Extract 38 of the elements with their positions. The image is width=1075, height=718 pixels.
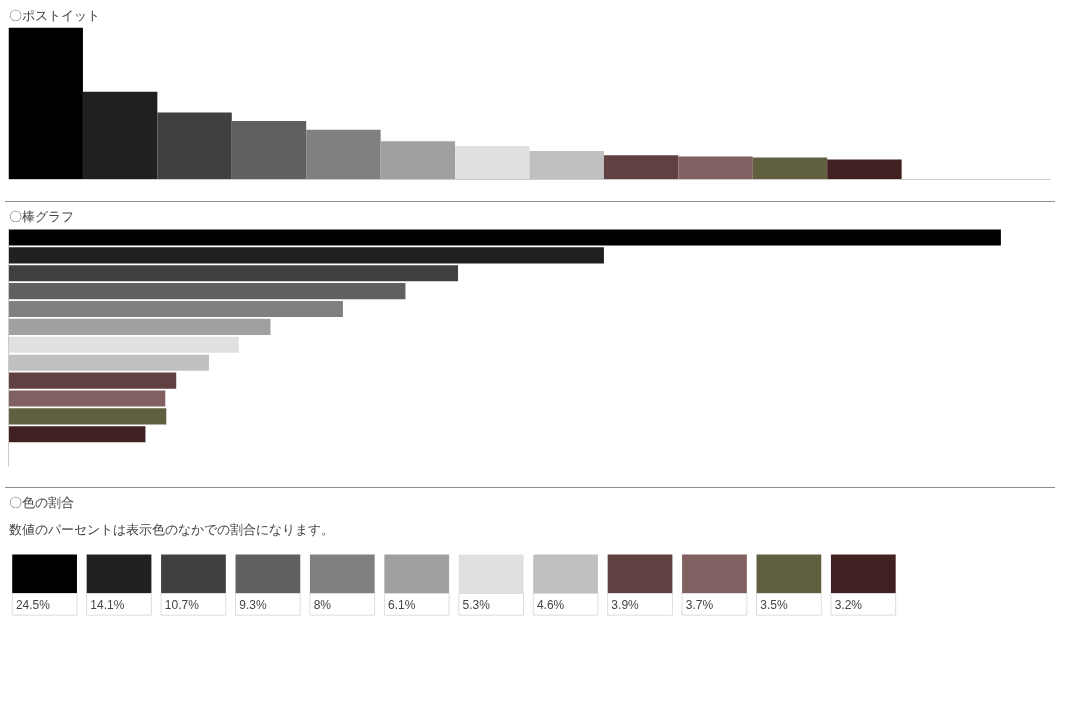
bar (8, 300, 343, 318)
text: 〇色の割合 (8, 494, 74, 510)
data-label: 3.7% (685, 597, 714, 612)
bar (603, 155, 679, 180)
data-label: 14.1% (90, 597, 125, 612)
data-label: 6.1% (388, 597, 416, 612)
bar (380, 141, 456, 180)
bar (8, 408, 167, 425)
text: 数値のパーセントは表示色のなかでの割合になります。 (8, 521, 334, 537)
data-label: 5.3% (462, 597, 491, 612)
bar (8, 265, 459, 282)
chart-title: 〇棒グラフ (8, 208, 74, 224)
bar (157, 112, 232, 180)
data-label: 8% (313, 597, 332, 612)
data-label: 9.3% (239, 597, 267, 612)
bar (82, 91, 158, 180)
bar (678, 156, 753, 180)
data-label: 3.2% (834, 597, 863, 612)
bar (8, 318, 271, 335)
data-label: 3.5% (760, 597, 788, 612)
bar (8, 283, 406, 300)
bar (8, 27, 83, 180)
bar (8, 336, 239, 353)
bar (455, 146, 530, 180)
bar (8, 247, 604, 264)
bar (8, 390, 166, 407)
data-label: 4.6% (536, 597, 565, 612)
bar (8, 229, 1001, 246)
bar (231, 120, 307, 180)
bar (8, 426, 146, 443)
chart-title: 〇ポストイット (8, 7, 100, 23)
bar (306, 129, 381, 180)
bar (8, 372, 177, 389)
bar (752, 157, 828, 180)
data-label: 3.9% (611, 597, 640, 612)
bar (827, 159, 902, 180)
data-label: 24.5% (15, 597, 51, 612)
data-label: 10.7% (164, 597, 200, 612)
